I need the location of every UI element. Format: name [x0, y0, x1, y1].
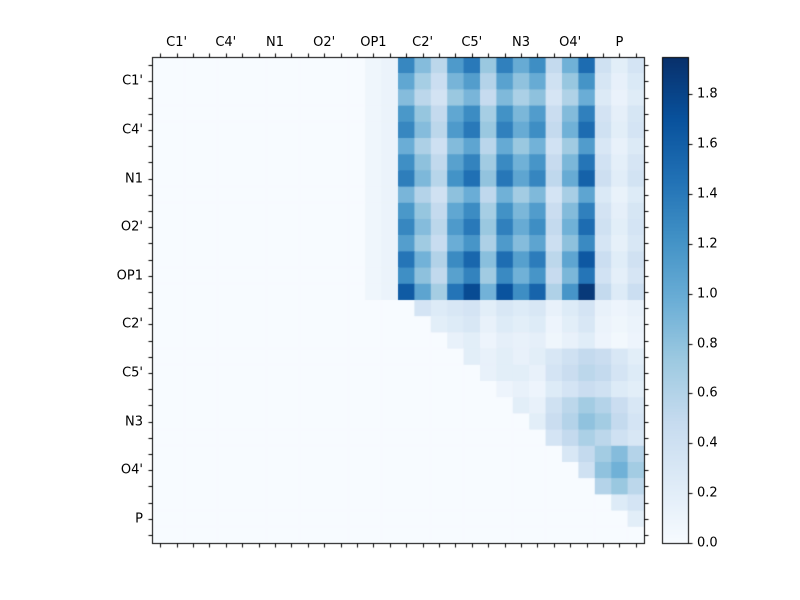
x-tick-label: OP1	[360, 35, 387, 50]
colorbar-tick-label: 1.2	[697, 236, 718, 252]
x-tick-label: O2'	[313, 35, 336, 50]
y-tick-label: O4'	[120, 462, 143, 478]
colorbar-tick-label: 1.4	[697, 186, 718, 202]
x-tick-label: O4'	[559, 35, 582, 50]
x-tick-label: N3	[512, 35, 530, 50]
y-tick-label: C2'	[122, 316, 143, 332]
y-tick-label: N1	[125, 171, 143, 186]
y-tick-label: C1'	[122, 73, 143, 89]
x-tick-label: C1'	[166, 35, 188, 50]
y-tick-label: N3	[125, 414, 143, 429]
y-tick-label: OP1	[116, 268, 143, 284]
y-tick-label: C4'	[122, 122, 143, 138]
x-tick-label: C4'	[215, 35, 237, 50]
colorbar-tick-label: 1.8	[697, 86, 718, 102]
x-tick-label: C5'	[461, 35, 483, 50]
colorbar-tick-label: 1.6	[697, 136, 718, 152]
colorbar-tick-label: 1.0	[697, 286, 718, 302]
y-tick-label: O2'	[120, 219, 143, 235]
y-tick-label: P	[135, 511, 143, 527]
x-tick-label: C2'	[412, 35, 434, 50]
colorbar-tick-label: 0.0	[697, 535, 718, 551]
colorbar-tick-label: 0.8	[697, 336, 718, 352]
x-tick-label: N1	[266, 35, 284, 50]
x-tick-label: P	[615, 35, 624, 50]
colorbar-tick-label: 0.2	[697, 485, 718, 501]
y-tick-label: C5'	[122, 365, 143, 381]
colorbar-tick-label: 0.4	[697, 435, 718, 451]
colorbar-tick-label: 0.6	[697, 385, 718, 401]
